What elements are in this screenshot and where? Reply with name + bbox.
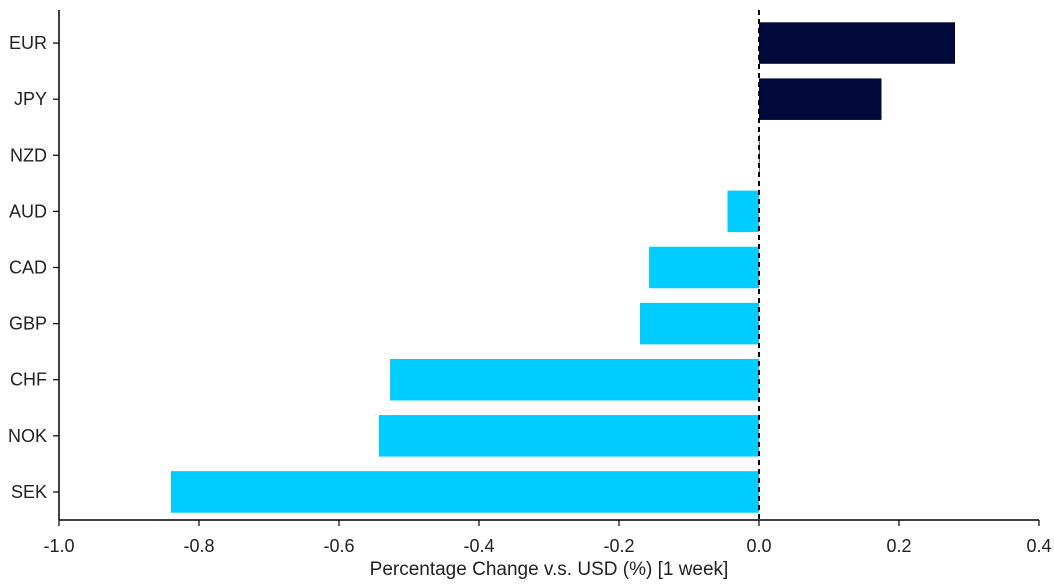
x-tick-label: -0.6 [323, 536, 354, 556]
bar-cad [649, 246, 759, 289]
y-tick-label-nok: NOK [8, 426, 47, 446]
bar-chf [390, 358, 759, 401]
bars-group [171, 22, 955, 513]
y-tick-label-eur: EUR [9, 33, 47, 53]
bar-jpy [759, 78, 882, 120]
x-axis-label: Percentage Change v.s. USD (%) [1 week] [370, 559, 729, 580]
bar-nok [378, 415, 759, 457]
y-tick-label-nzd: NZD [10, 145, 47, 165]
bar-eur [759, 22, 955, 64]
y-tick-label-gbp: GBP [9, 314, 47, 334]
y-tick-labels: EUR JPY NZD AUD CAD GBP CHF NOK SEK [8, 33, 59, 502]
x-tick-label: 0.2 [886, 536, 911, 556]
x-tick-label: 0.4 [1026, 536, 1051, 556]
x-tick-label: -0.4 [463, 536, 494, 556]
x-tick-label: -1.0 [43, 536, 74, 556]
y-tick-label-chf: CHF [10, 370, 47, 390]
x-axis: -1.0 -0.8 -0.6 -0.4 -0.2 0.0 0.2 0.4 [43, 519, 1052, 556]
bar-gbp [640, 302, 759, 345]
y-tick-label-jpy: JPY [14, 89, 47, 109]
y-tick-label-aud: AUD [9, 201, 47, 221]
x-tick-label: -0.2 [603, 536, 634, 556]
x-tick-label: 0.0 [746, 536, 771, 556]
y-tick-label-sek: SEK [11, 482, 47, 502]
bar-aud [727, 190, 759, 233]
bar-sek [171, 471, 759, 513]
y-tick-label-cad: CAD [9, 258, 47, 278]
x-tick-label: -0.8 [183, 536, 214, 556]
